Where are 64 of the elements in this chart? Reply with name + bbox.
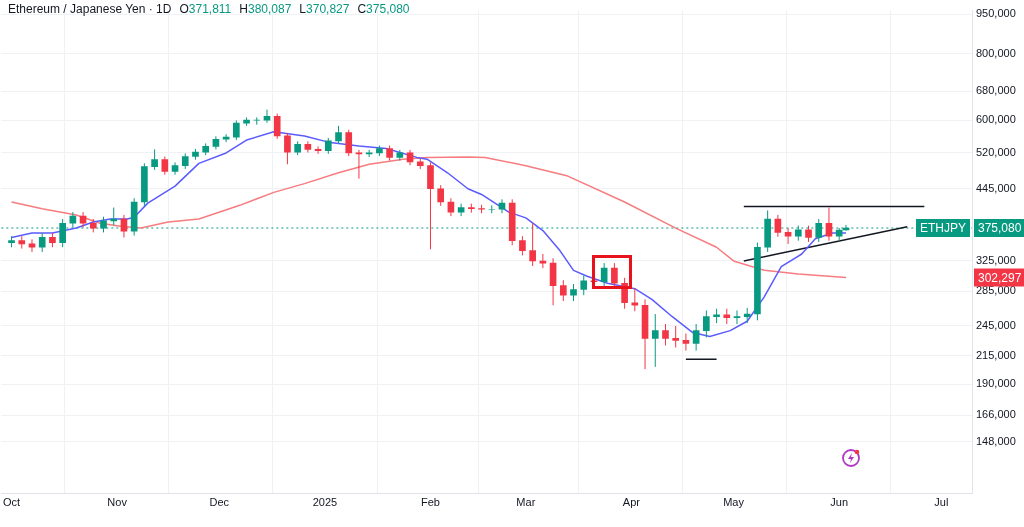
y-tick-label: 285,000 [976, 284, 1016, 297]
annotation: L370,827 [299, 2, 350, 16]
candlestick [345, 129, 353, 157]
y-tick-label: 950,000 [976, 7, 1016, 20]
candlestick [580, 275, 588, 296]
chart-title: Ethereum / Japanese Yen · 1D [8, 2, 172, 16]
y-tick-label: 245,000 [976, 318, 1016, 331]
candlestick [703, 309, 710, 338]
annotation: H380,087 [239, 2, 292, 16]
y-tick-label: 445,000 [976, 181, 1016, 194]
y-tick-label: 190,000 [976, 377, 1016, 390]
candlestick [28, 238, 36, 253]
candlestick [692, 323, 700, 352]
x-tick-label: Jul [934, 496, 949, 509]
candlestick [559, 279, 567, 302]
y-tick-label: 215,000 [976, 348, 1016, 361]
y-tick-label: 600,000 [976, 113, 1016, 126]
x-tick-label: 2025 [312, 496, 338, 509]
x-tick-label: Apr [622, 496, 641, 509]
y-tick-label: 800,000 [976, 46, 1016, 59]
candlestick [662, 323, 669, 346]
y-tick-label: 148,000 [976, 434, 1016, 447]
candlestick [774, 214, 782, 238]
candlestick [529, 222, 536, 267]
candlestick [498, 198, 506, 214]
candlestick [233, 119, 240, 141]
candlestick [38, 232, 46, 253]
candlestick [427, 161, 434, 250]
annotation: C375,080 [357, 2, 410, 16]
candlestick [631, 287, 639, 312]
annotation: O371,811 [179, 2, 232, 16]
x-tick-label: May [723, 496, 745, 509]
candlestick [304, 140, 312, 153]
candlestick [600, 262, 608, 288]
candlestick [549, 257, 557, 306]
candlestick [284, 132, 291, 165]
text: 302,297 [978, 270, 1022, 285]
x-tick-label: Nov [107, 496, 128, 509]
y-tick-label: 166,000 [976, 408, 1016, 421]
candlestick [161, 156, 169, 176]
candlestick [437, 184, 445, 207]
candlestick [222, 133, 230, 143]
candlestick [651, 313, 659, 368]
candlestick [314, 145, 322, 155]
x-tick-label: Oct [2, 496, 21, 509]
candlestick [825, 207, 833, 242]
x-tick-label: Dec [209, 496, 230, 509]
candlestick [733, 309, 741, 325]
candlestick [79, 211, 87, 228]
candlestick [672, 325, 680, 349]
y-tick-label: 520,000 [976, 145, 1016, 158]
x-tick-label: Jun [830, 496, 849, 509]
x-tick-label: Mar [516, 496, 536, 509]
y-tick-label: 680,000 [976, 84, 1016, 97]
candlestick [171, 161, 179, 176]
candlestick [682, 333, 690, 352]
ref-line-label: ETHJPY [919, 221, 967, 236]
text: 375,080 [978, 221, 1022, 236]
x-tick-label: Feb [420, 496, 440, 509]
candlestick [151, 148, 158, 171]
candlestick [784, 227, 792, 245]
y-tick-label: 325,000 [976, 253, 1016, 266]
candlestick [273, 113, 281, 140]
candlestick [519, 235, 526, 256]
